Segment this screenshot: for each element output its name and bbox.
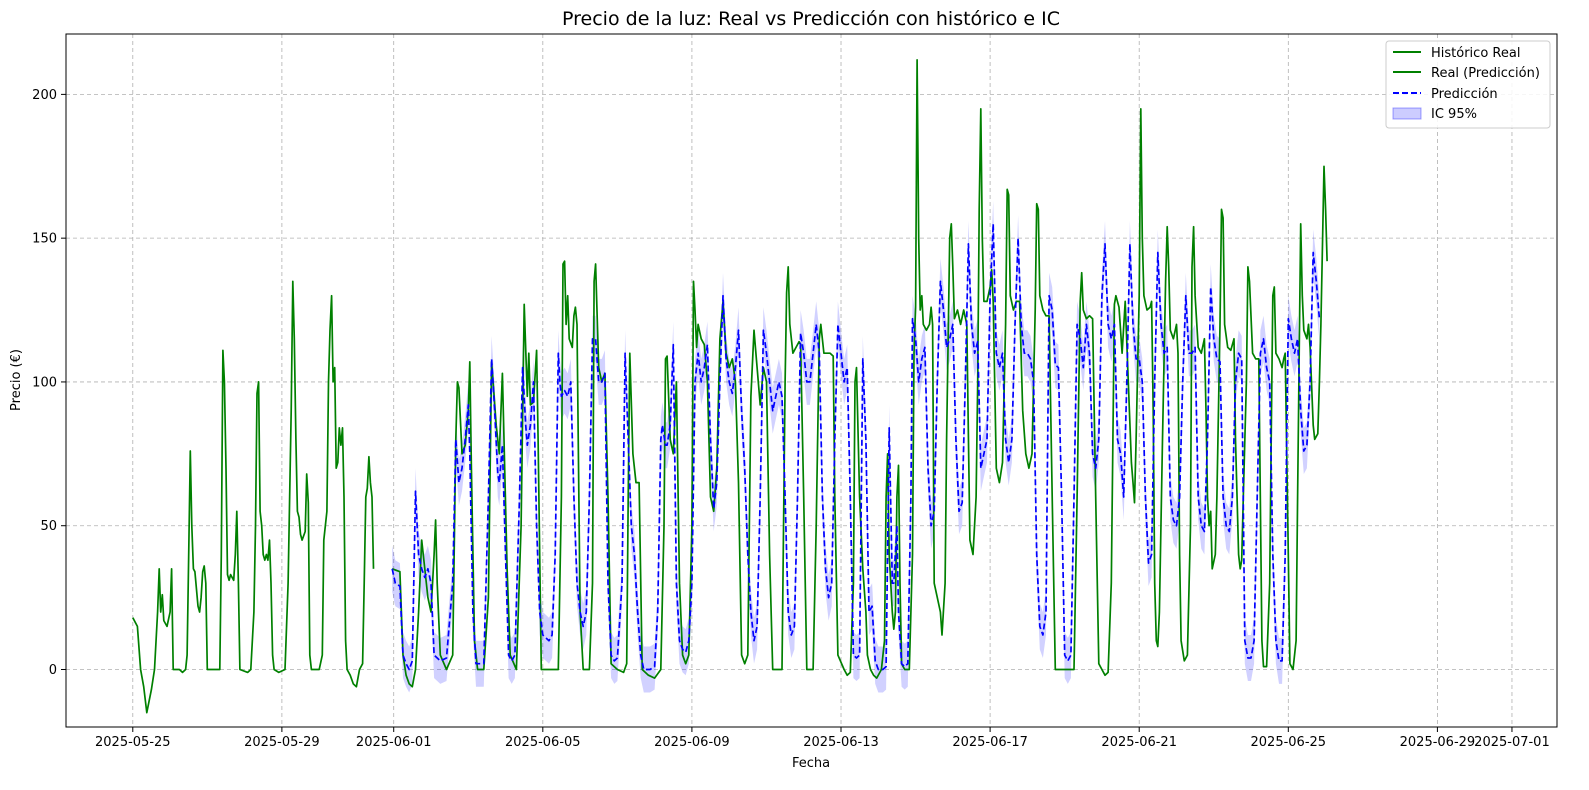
y-tick-label: 0 <box>49 663 57 678</box>
x-tick-label: 2025-06-25 <box>1251 735 1327 750</box>
y-tick-label: 200 <box>32 88 57 103</box>
x-tick-label: 2025-06-09 <box>654 735 730 750</box>
real-prediccion-line <box>391 59 1328 688</box>
y-tick-label: 50 <box>40 519 57 534</box>
y-tick-label: 100 <box>32 375 57 390</box>
x-tick-label: 2025-05-29 <box>244 735 320 750</box>
x-tick-label: 2025-06-29 <box>1400 735 1476 750</box>
x-tick-label: 2025-06-01 <box>356 735 432 750</box>
x-tick-label: 2025-07-01 <box>1474 735 1550 750</box>
legend-box <box>1385 40 1551 129</box>
x-tick-label: 2025-06-13 <box>803 735 879 750</box>
x-tick-label: 2025-06-17 <box>952 735 1028 750</box>
x-axis-label: Fecha <box>792 756 830 771</box>
ci-band-layer <box>392 200 1320 693</box>
y-tick-label: 150 <box>32 232 57 247</box>
legend-label-real: Real (Predicción) <box>1431 66 1540 81</box>
ci-band <box>392 200 1320 693</box>
y-axis-label: Precio (€) <box>9 349 24 411</box>
legend-label-ic: IC 95% <box>1431 107 1477 122</box>
plot-frame <box>65 33 1558 728</box>
x-tick-label: 2025-06-05 <box>505 735 581 750</box>
legend-label-prediccion: Predicción <box>1431 87 1498 102</box>
x-tick-label: 2025-05-25 <box>95 735 171 750</box>
x-tick-label: 2025-06-21 <box>1101 735 1177 750</box>
historico-real-line <box>132 280 375 714</box>
series-layer <box>132 59 1328 714</box>
chart-title: Precio de la luz: Real vs Predicción con… <box>562 8 1060 30</box>
y-axis-ticks: 0 50 100 150 200 <box>32 88 66 678</box>
legend-swatch-ic <box>1392 107 1422 120</box>
x-axis-ticks: 2025-05-25 2025-05-29 2025-06-01 2025-06-05… <box>95 727 1550 750</box>
prediccion-line <box>391 222 1321 671</box>
legend: Histórico Real Real (Predicción) Predicc… <box>1385 40 1551 129</box>
legend-label-historico: Histórico Real <box>1431 46 1520 61</box>
